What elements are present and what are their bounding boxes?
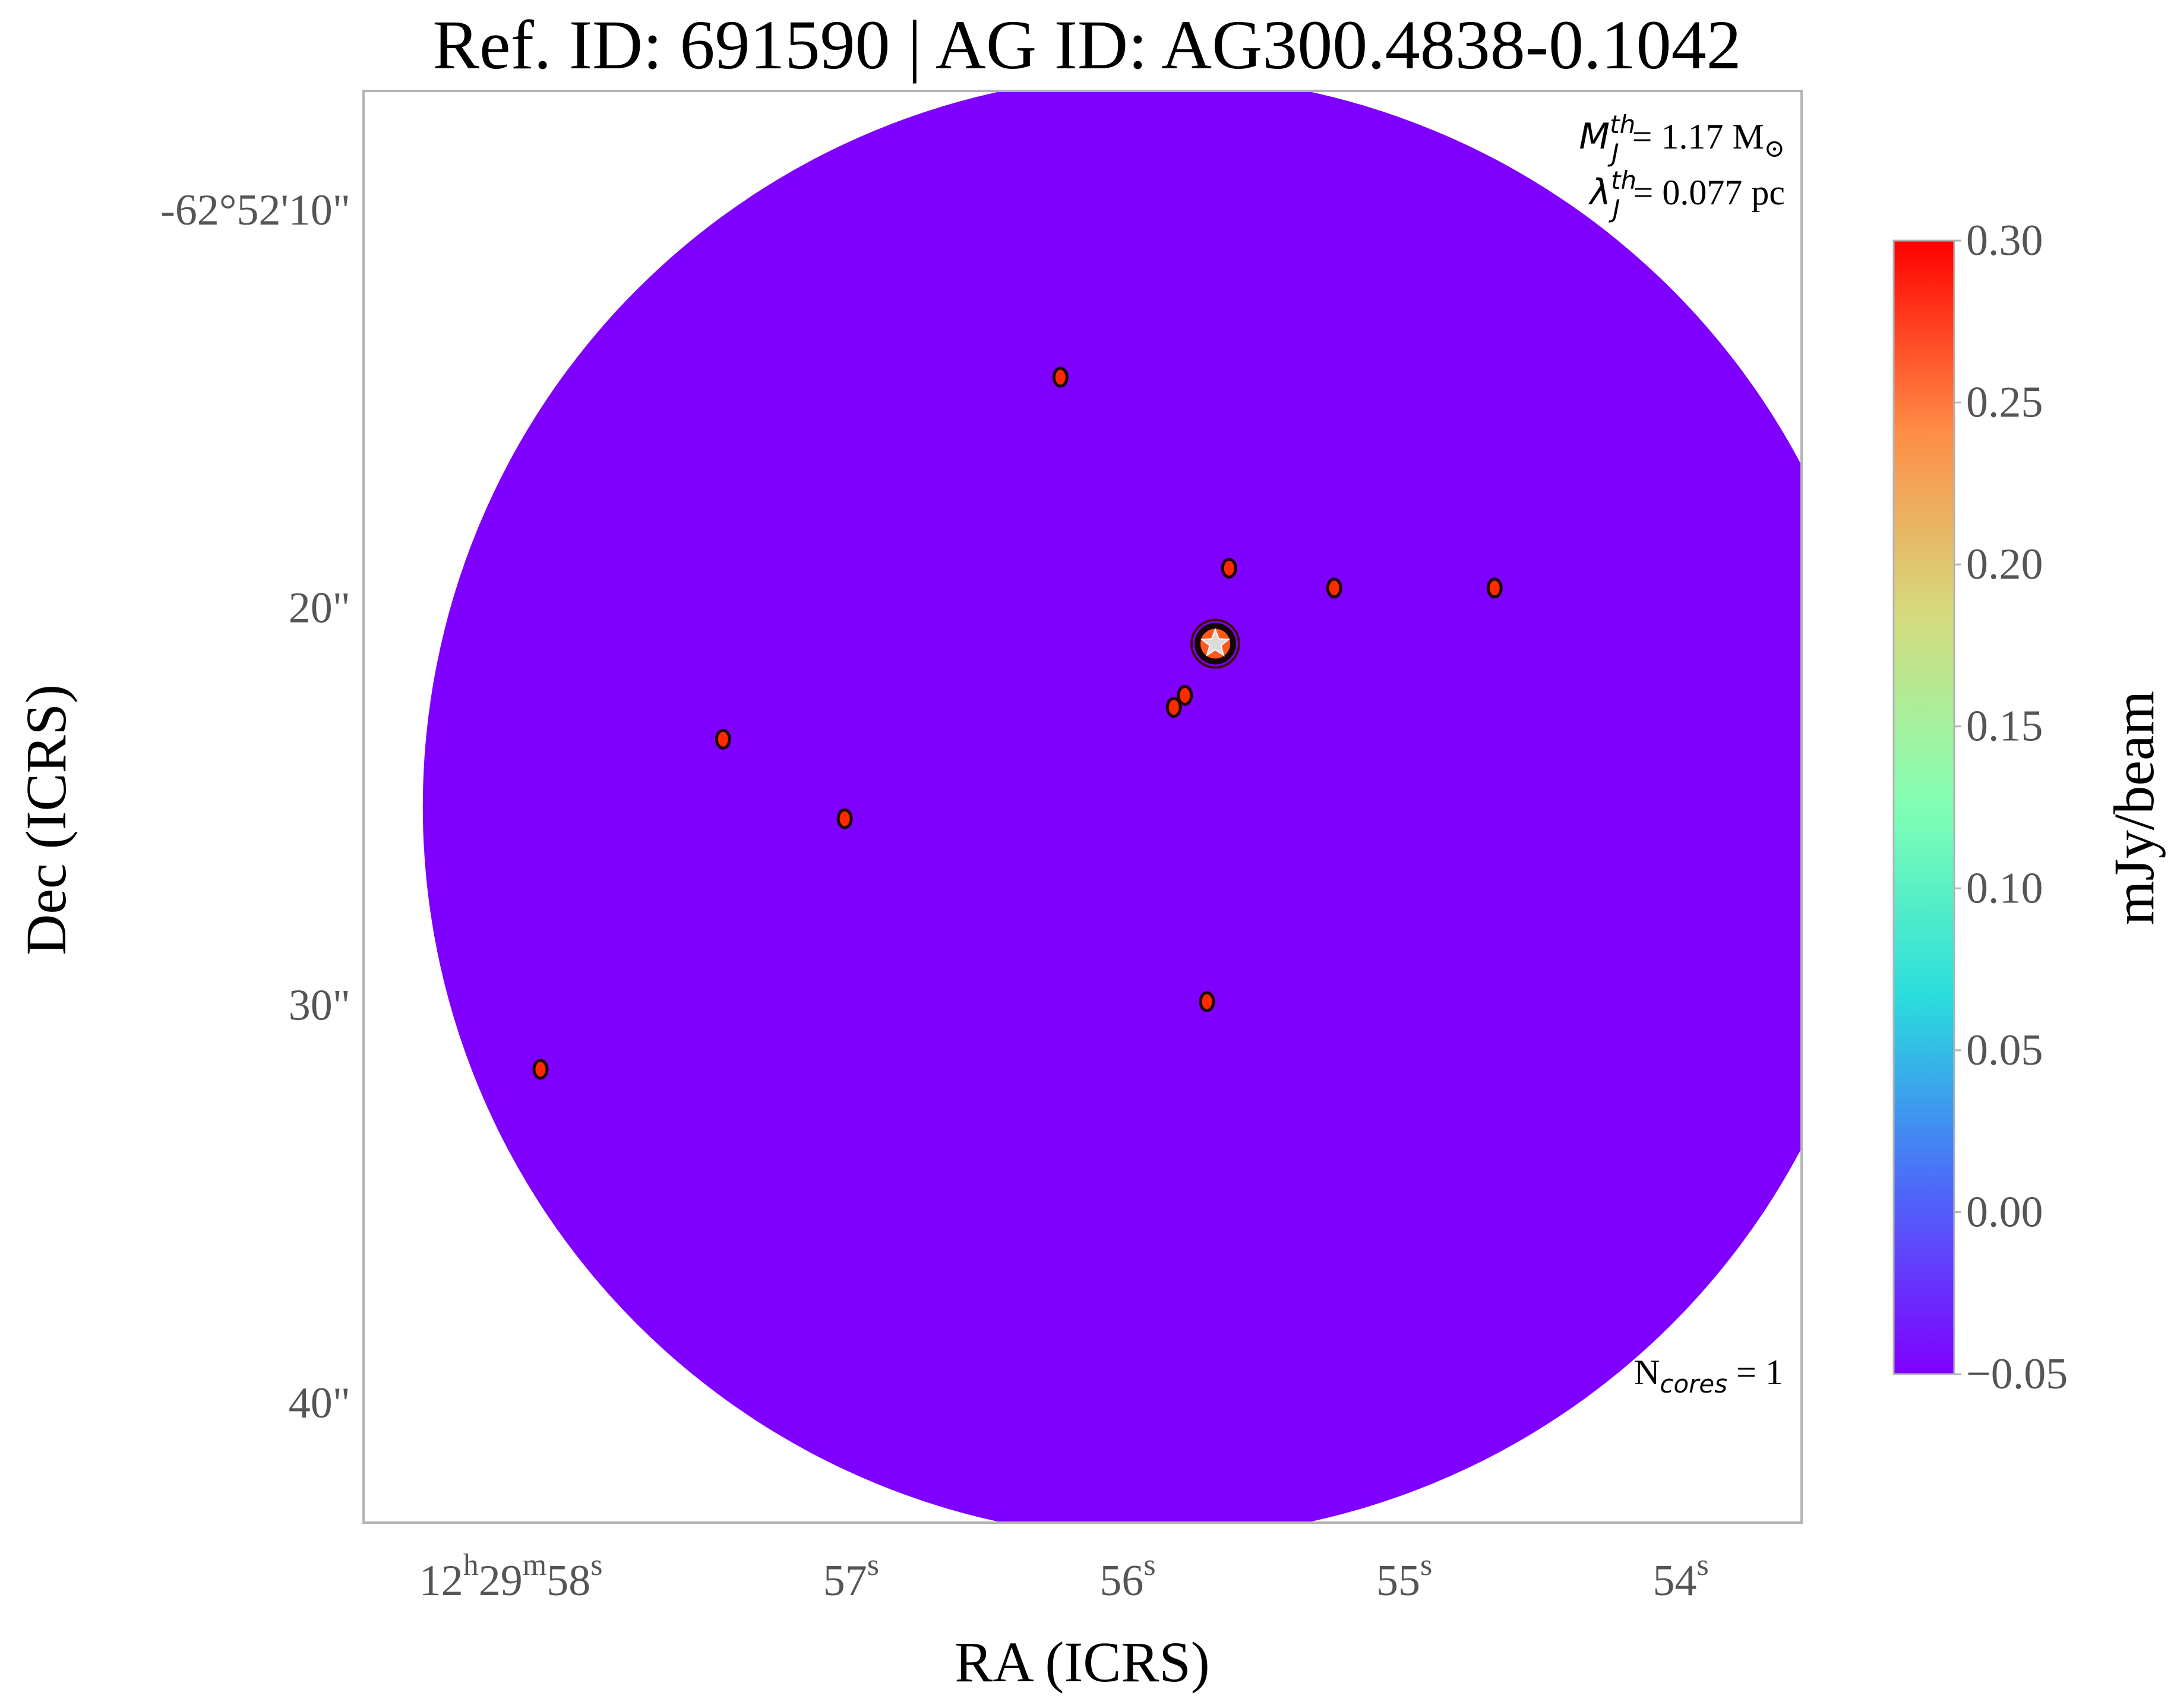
colorbar-tick-label: 0.15 (1966, 702, 2043, 751)
svg-text:12h29m58s: 12h29m58s (419, 1548, 603, 1605)
plot-area (362, 90, 1803, 1524)
jeans-mass-annotation: Mth J = 1.17 M⊙ (1579, 110, 1785, 168)
y-tick-label: 40" (289, 1379, 350, 1428)
x-axis-ticks: 12h29m58s 57s 56s 55s 54s (419, 1548, 1709, 1605)
y-tick-label: -62°52'10" (160, 186, 350, 235)
annotation-box: Mth J = 1.17 M⊙ λth J = 0.077 pc Ncores = 1 (1579, 110, 1785, 1398)
sun-symbol: ⊙ (1764, 135, 1785, 163)
intensity-noise (422, 91, 1802, 1523)
svg-text:57s: 57s (823, 1548, 879, 1605)
y-axis-label: Dec (ICRS) (14, 684, 78, 955)
colorbar-label: mJy/beam (2102, 691, 2166, 926)
y-tick-label: 20" (289, 583, 350, 632)
colorbar-tick-label: 0.30 (1966, 216, 2043, 265)
jeans-length-annotation: λth J = 0.077 pc (1588, 166, 1785, 223)
contour-blob (1052, 367, 1069, 388)
intensity-field (422, 91, 1802, 1523)
x-tick-label: 56s (1099, 1548, 1155, 1605)
cores-annotation: Ncores = 1 (1634, 1353, 1783, 1398)
contour-blob (836, 808, 853, 829)
colorbar-tick-label: −0.05 (1966, 1350, 2068, 1398)
cores-sub: cores (1660, 1369, 1727, 1398)
jeans-length-symbol: λ (1588, 172, 1611, 213)
contour-blobs (532, 367, 1503, 1080)
colorbar: 0.30 0.25 0.20 0.15 0.10 0.05 0.00 −0.05 mJy/be… (1892, 216, 2166, 1398)
core-marker (1190, 618, 1240, 669)
contour-blob (1326, 577, 1342, 599)
contour-blob (715, 728, 731, 750)
x-tick-label: 55s (1376, 1548, 1432, 1605)
x-axis-label: RA (ICRS) (955, 1630, 1209, 1694)
colorbar-tick-label: 0.20 (1966, 540, 2043, 589)
colorbar-tick-label: 0.10 (1966, 864, 2043, 913)
colorbar-tick-label: 0.25 (1966, 378, 2043, 427)
star-icon (1200, 627, 1231, 657)
colorbar-gradient (1892, 239, 1955, 1375)
x-tick-label: 12h29m58s (419, 1548, 603, 1605)
y-tick-label: 30" (289, 981, 350, 1030)
jeans-length-value: = 0.077 pc (1633, 173, 1785, 212)
x-tick-label: 54s (1653, 1548, 1709, 1605)
plot-frame (362, 90, 1803, 1524)
jeans-mass-symbol: M (1579, 116, 1610, 157)
jeans-mass-sup: th (1610, 110, 1635, 139)
contour-blob (1165, 697, 1182, 718)
jeans-length-sup: th (1611, 166, 1636, 195)
contour-blob (1199, 991, 1215, 1012)
contour-blob (1177, 685, 1193, 706)
x-tick-label: 57s (823, 1548, 879, 1605)
contour-blob (532, 1059, 549, 1080)
svg-text:55s: 55s (1376, 1548, 1432, 1605)
y-axis-ticks: -62°52'10" 20" 30" 40" (160, 186, 350, 1428)
colorbar-ticks: 0.30 0.25 0.20 0.15 0.10 0.05 0.00 −0.05 (1954, 216, 2068, 1398)
svg-text:56s: 56s (1099, 1548, 1155, 1605)
colorbar-tick-label: 0.05 (1966, 1026, 2043, 1075)
chart-title: Ref. ID: 691590 | AG ID: AG300.4838-0.10… (432, 6, 1741, 84)
contour-blob (1486, 577, 1503, 599)
cores-prefix: N (1634, 1353, 1660, 1392)
svg-text:54s: 54s (1653, 1548, 1709, 1605)
core-markers (1190, 618, 1240, 669)
cores-value: = 1 (1727, 1353, 1783, 1392)
contour-blob (1221, 557, 1237, 579)
jeans-mass-value: = 1.17 M (1632, 117, 1764, 156)
colorbar-tick-label: 0.00 (1966, 1188, 2043, 1236)
